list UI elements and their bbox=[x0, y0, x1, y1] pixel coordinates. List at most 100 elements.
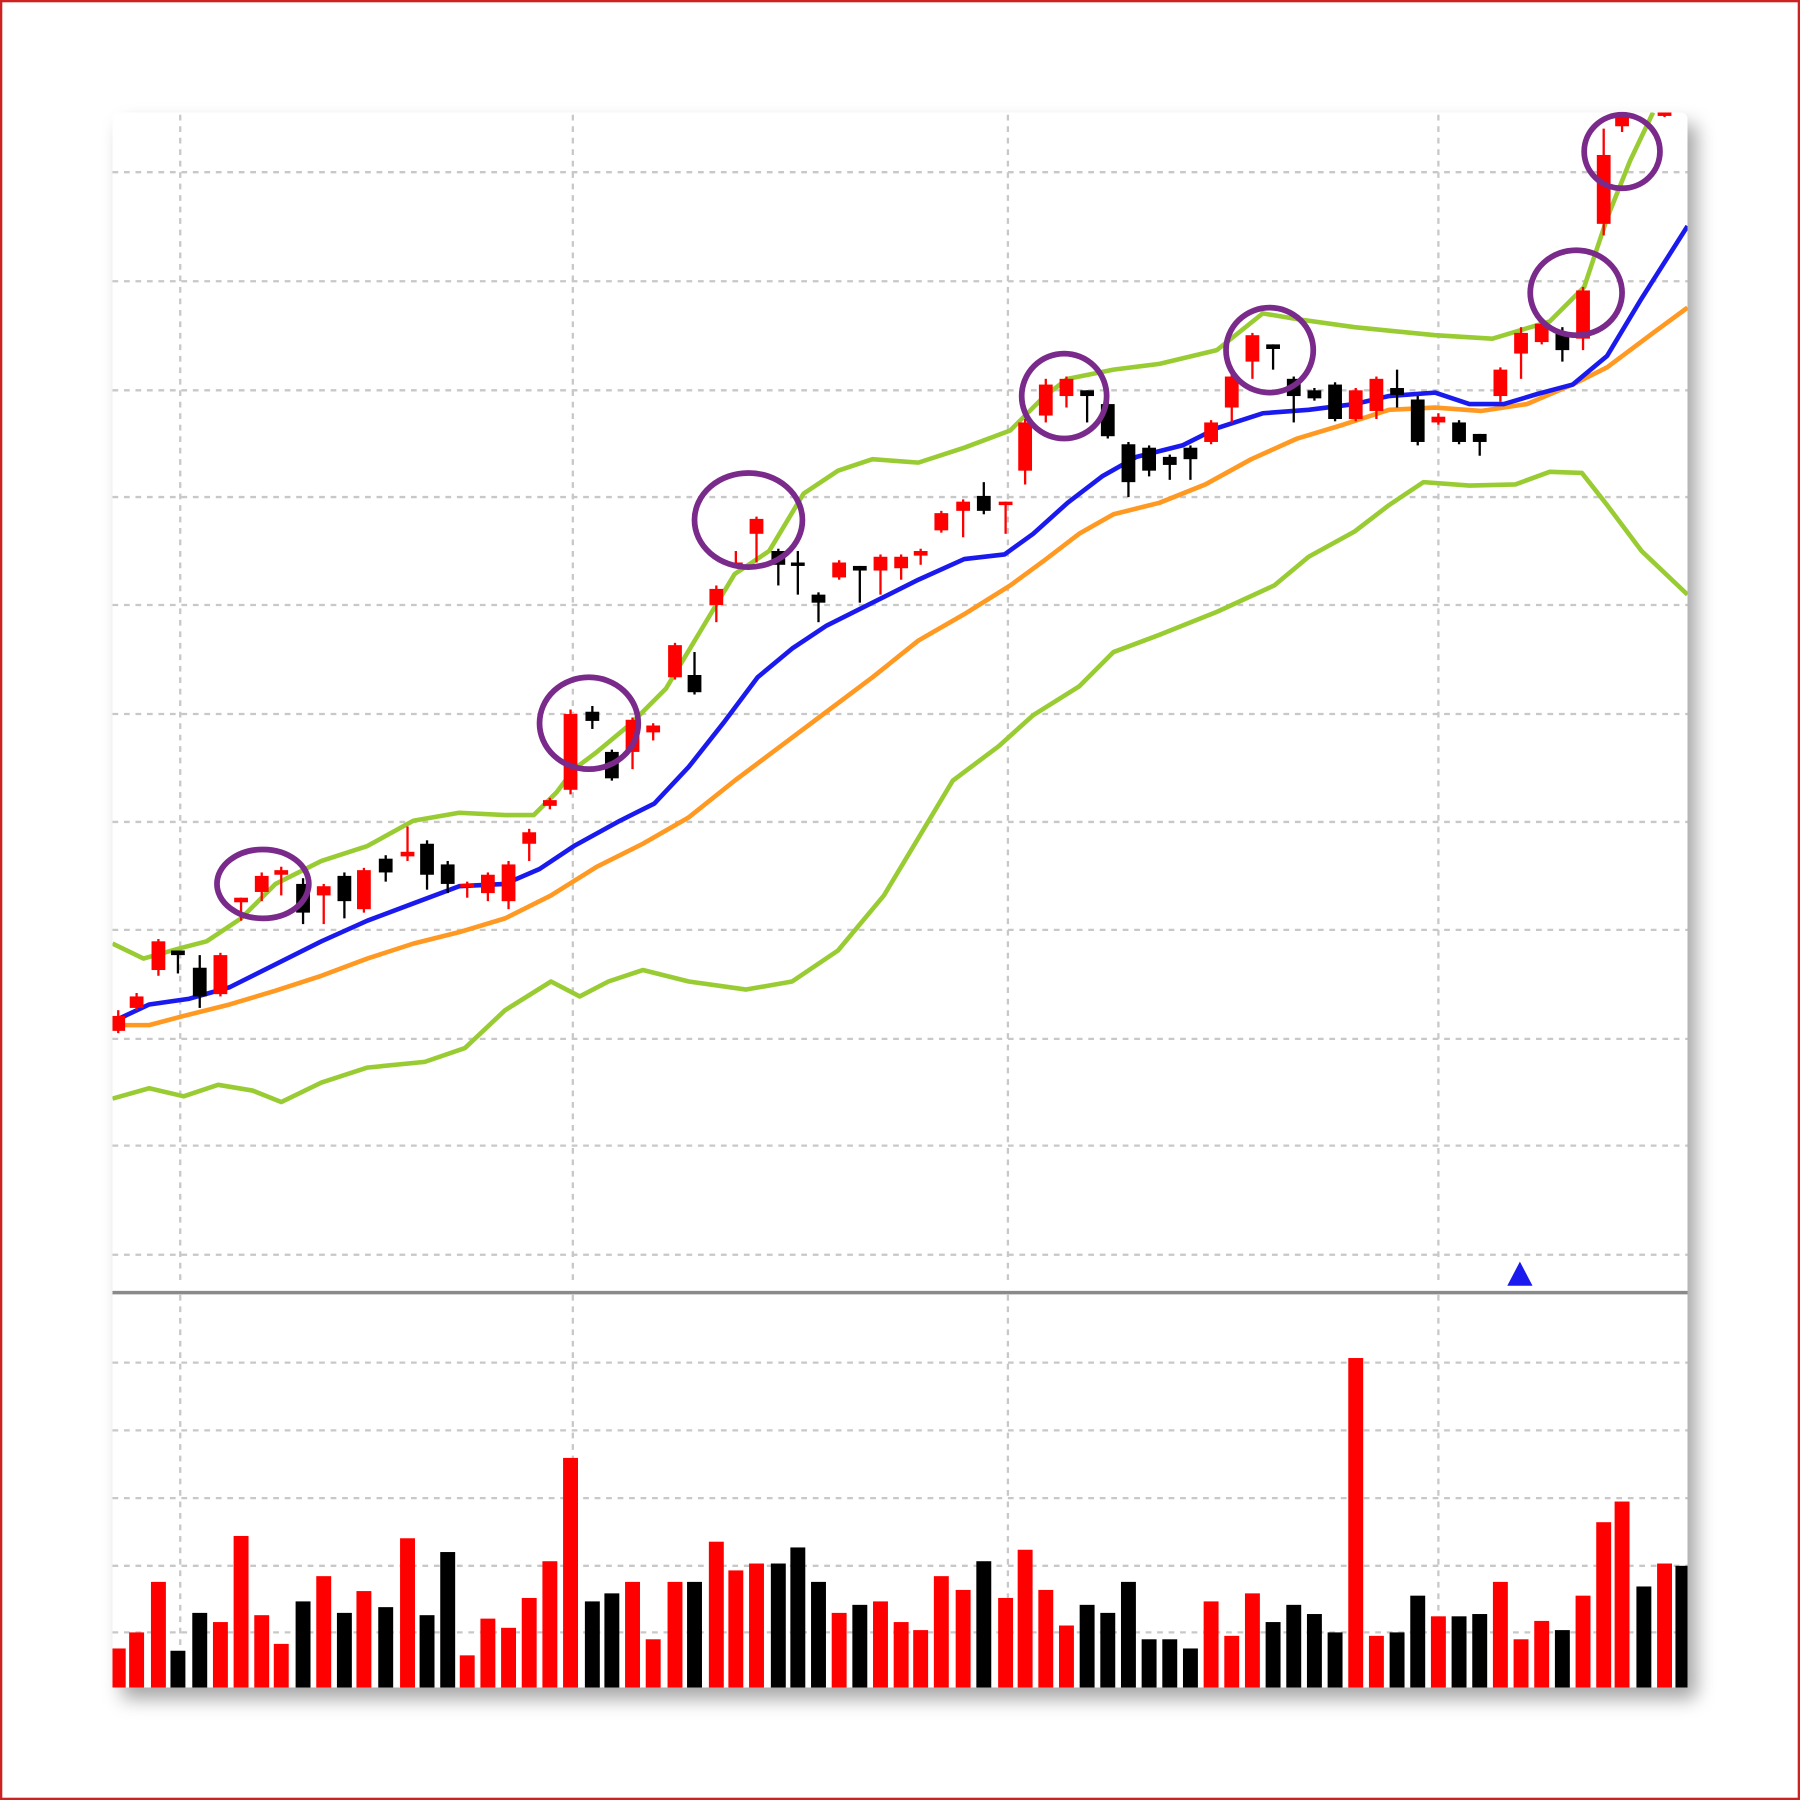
candle-body bbox=[668, 645, 682, 678]
candle-body bbox=[646, 725, 661, 733]
volume-bar bbox=[356, 1591, 372, 1688]
candle-body bbox=[357, 870, 371, 910]
candle-body bbox=[749, 518, 764, 534]
volume-bar bbox=[1306, 1614, 1322, 1688]
volume-bar bbox=[521, 1597, 537, 1688]
volume-bar bbox=[316, 1576, 332, 1688]
candle-body bbox=[1452, 422, 1466, 442]
volume-bar bbox=[419, 1615, 435, 1688]
volume-bar bbox=[501, 1627, 517, 1688]
candle-body bbox=[873, 556, 888, 571]
candle-body bbox=[460, 883, 475, 888]
highlight-circle bbox=[1581, 111, 1663, 192]
candle-body bbox=[585, 711, 600, 721]
candle-body bbox=[1080, 390, 1095, 397]
candle-body bbox=[1059, 378, 1074, 397]
volume-bar bbox=[1554, 1630, 1570, 1688]
volume-bar bbox=[955, 1589, 971, 1688]
candle-body bbox=[1596, 154, 1611, 224]
volume-bar bbox=[1368, 1635, 1384, 1688]
price-plot bbox=[112, 112, 1688, 1105]
highlight-circle bbox=[1527, 247, 1625, 339]
candle-body bbox=[1410, 399, 1425, 442]
candle-body bbox=[337, 875, 352, 902]
candle-body bbox=[563, 714, 578, 790]
candle-body bbox=[852, 565, 867, 571]
indicator-line bbox=[112, 305, 1688, 1028]
indicator-line bbox=[112, 469, 1688, 1105]
candle-body bbox=[790, 562, 805, 566]
volume-bar bbox=[811, 1581, 826, 1688]
candle-body bbox=[1369, 378, 1384, 411]
candle-body bbox=[1493, 369, 1508, 397]
volume-bar bbox=[440, 1552, 456, 1688]
volume-bar bbox=[1182, 1648, 1198, 1688]
volume-bar bbox=[1100, 1612, 1116, 1688]
volume-bar bbox=[1058, 1625, 1074, 1688]
indicator-line bbox=[112, 224, 1688, 1024]
volume-bar bbox=[1430, 1616, 1446, 1688]
volume-bar bbox=[273, 1643, 289, 1688]
candle-body bbox=[1266, 344, 1280, 349]
candle-body bbox=[1038, 384, 1053, 416]
candle-body bbox=[1142, 447, 1156, 471]
highlight-circle bbox=[536, 674, 642, 773]
volume-bar bbox=[1141, 1639, 1157, 1688]
candle-body bbox=[420, 843, 434, 875]
candle-body bbox=[192, 967, 207, 997]
candle-body bbox=[913, 551, 928, 556]
volume-bar bbox=[1286, 1604, 1302, 1688]
volume-bar bbox=[728, 1570, 744, 1688]
volume-bar bbox=[1451, 1616, 1467, 1688]
volume-bar bbox=[604, 1593, 620, 1688]
candle-body bbox=[480, 874, 495, 894]
volume-bar bbox=[687, 1581, 702, 1688]
volume-bar bbox=[254, 1615, 270, 1688]
volume-bar bbox=[1162, 1639, 1178, 1688]
candle-body bbox=[832, 562, 847, 578]
volume-bar bbox=[295, 1601, 311, 1688]
candle-body bbox=[1514, 332, 1528, 354]
candle-body bbox=[542, 800, 557, 806]
candle-body bbox=[934, 513, 949, 531]
candle-body bbox=[1534, 323, 1549, 343]
candle-body bbox=[709, 588, 724, 605]
candle-body bbox=[1245, 335, 1260, 362]
candle-body bbox=[112, 1015, 126, 1031]
volume-bar bbox=[584, 1601, 600, 1688]
candle-body bbox=[151, 941, 166, 971]
candle-body bbox=[1204, 422, 1218, 442]
candle-body bbox=[1431, 416, 1446, 423]
volume-bar bbox=[852, 1604, 868, 1688]
volume-bar bbox=[336, 1612, 352, 1688]
candle-body bbox=[378, 858, 393, 873]
volume-bar bbox=[542, 1561, 558, 1688]
candle-body bbox=[213, 955, 228, 995]
volume-bar bbox=[459, 1655, 475, 1688]
indicator-line bbox=[112, 112, 1656, 961]
volume-bar bbox=[625, 1581, 640, 1688]
candle-body bbox=[976, 495, 991, 511]
volume-bar bbox=[150, 1581, 166, 1688]
volume-bar bbox=[667, 1581, 683, 1688]
volume-bar bbox=[1513, 1639, 1529, 1688]
candle-body bbox=[501, 864, 516, 902]
volume-bar bbox=[112, 1648, 126, 1688]
volume-bar bbox=[1327, 1632, 1343, 1688]
volume-bar bbox=[1120, 1581, 1136, 1688]
candle-body bbox=[1555, 332, 1570, 351]
volume-bar bbox=[192, 1612, 208, 1688]
volume-bar bbox=[933, 1576, 949, 1688]
volume-bar bbox=[1596, 1522, 1612, 1688]
highlight-circle bbox=[214, 846, 312, 922]
candle-body bbox=[1657, 112, 1672, 116]
candle-body bbox=[1162, 456, 1177, 465]
volume-bar bbox=[480, 1618, 496, 1688]
volume-bar bbox=[400, 1538, 415, 1688]
volume-bar bbox=[1636, 1586, 1652, 1688]
candle-body bbox=[1183, 447, 1198, 460]
volume-bar bbox=[708, 1541, 724, 1688]
volume-bar bbox=[1244, 1593, 1260, 1688]
